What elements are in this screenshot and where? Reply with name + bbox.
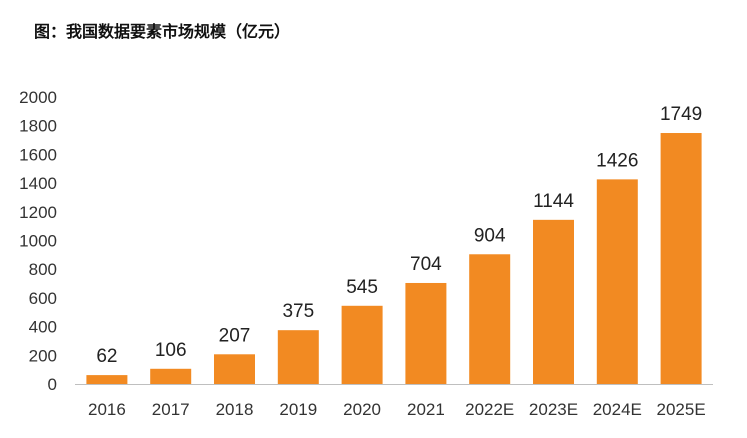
chart-title: 图：我国数据要素市场规模（亿元） [34,22,291,41]
bar-value-label: 704 [410,254,442,275]
x-tick-label: 2024E [593,400,642,419]
x-tick-label: 2025E [657,400,706,419]
bar-value-label: 1426 [596,150,638,171]
x-axis: 2016 2017 2018 2019 2020 2021 2022E 2023E 2024E 2… [75,384,713,419]
bar-value-label: 1749 [660,104,702,125]
bar-value-label: 207 [219,325,251,346]
bar [469,254,511,384]
bar-value-label: 106 [155,340,187,361]
bar [150,368,192,384]
y-tick-label: 1600 [19,145,57,164]
y-tick-label: 1800 [19,117,57,136]
x-tick-label: 2018 [216,400,254,419]
bar-value-label: 1144 [533,191,574,212]
y-tick-label: 1400 [19,174,57,193]
y-tick-label: 600 [29,289,57,308]
y-tick-label: 800 [29,260,57,279]
x-tick-label: 2023E [529,400,578,419]
x-tick-label: 2020 [343,400,381,419]
bar [86,375,128,384]
bar [341,305,383,384]
bar [214,354,255,384]
bars-group [86,133,702,384]
x-tick-label: 2021 [407,400,445,419]
x-tick-label: 2017 [152,400,190,419]
x-tick-label: 2016 [88,400,126,419]
x-tick-label: 2019 [279,400,317,419]
bar [533,219,574,384]
y-tick-label: 200 [29,346,57,365]
bar-value-label: 545 [346,277,378,298]
y-axis: 0 200 400 600 800 1000 1200 1400 1600 1800 2000 [19,88,57,394]
y-tick-label: 0 [48,375,57,394]
y-tick-label: 1000 [19,232,57,251]
y-tick-label: 2000 [19,88,57,107]
value-labels-group: 62 106 207 375 545 704 904 1144 1426 1749 [96,104,702,367]
bar-value-label: 62 [96,346,117,367]
bar-value-label: 375 [282,301,314,322]
y-tick-label: 1200 [19,203,57,222]
y-tick-label: 400 [29,318,57,337]
bar [660,133,702,384]
x-tick-label: 2022E [465,400,514,419]
bar [405,282,447,384]
bar [596,179,638,384]
bar-value-label: 904 [474,225,506,246]
bar [277,330,319,384]
